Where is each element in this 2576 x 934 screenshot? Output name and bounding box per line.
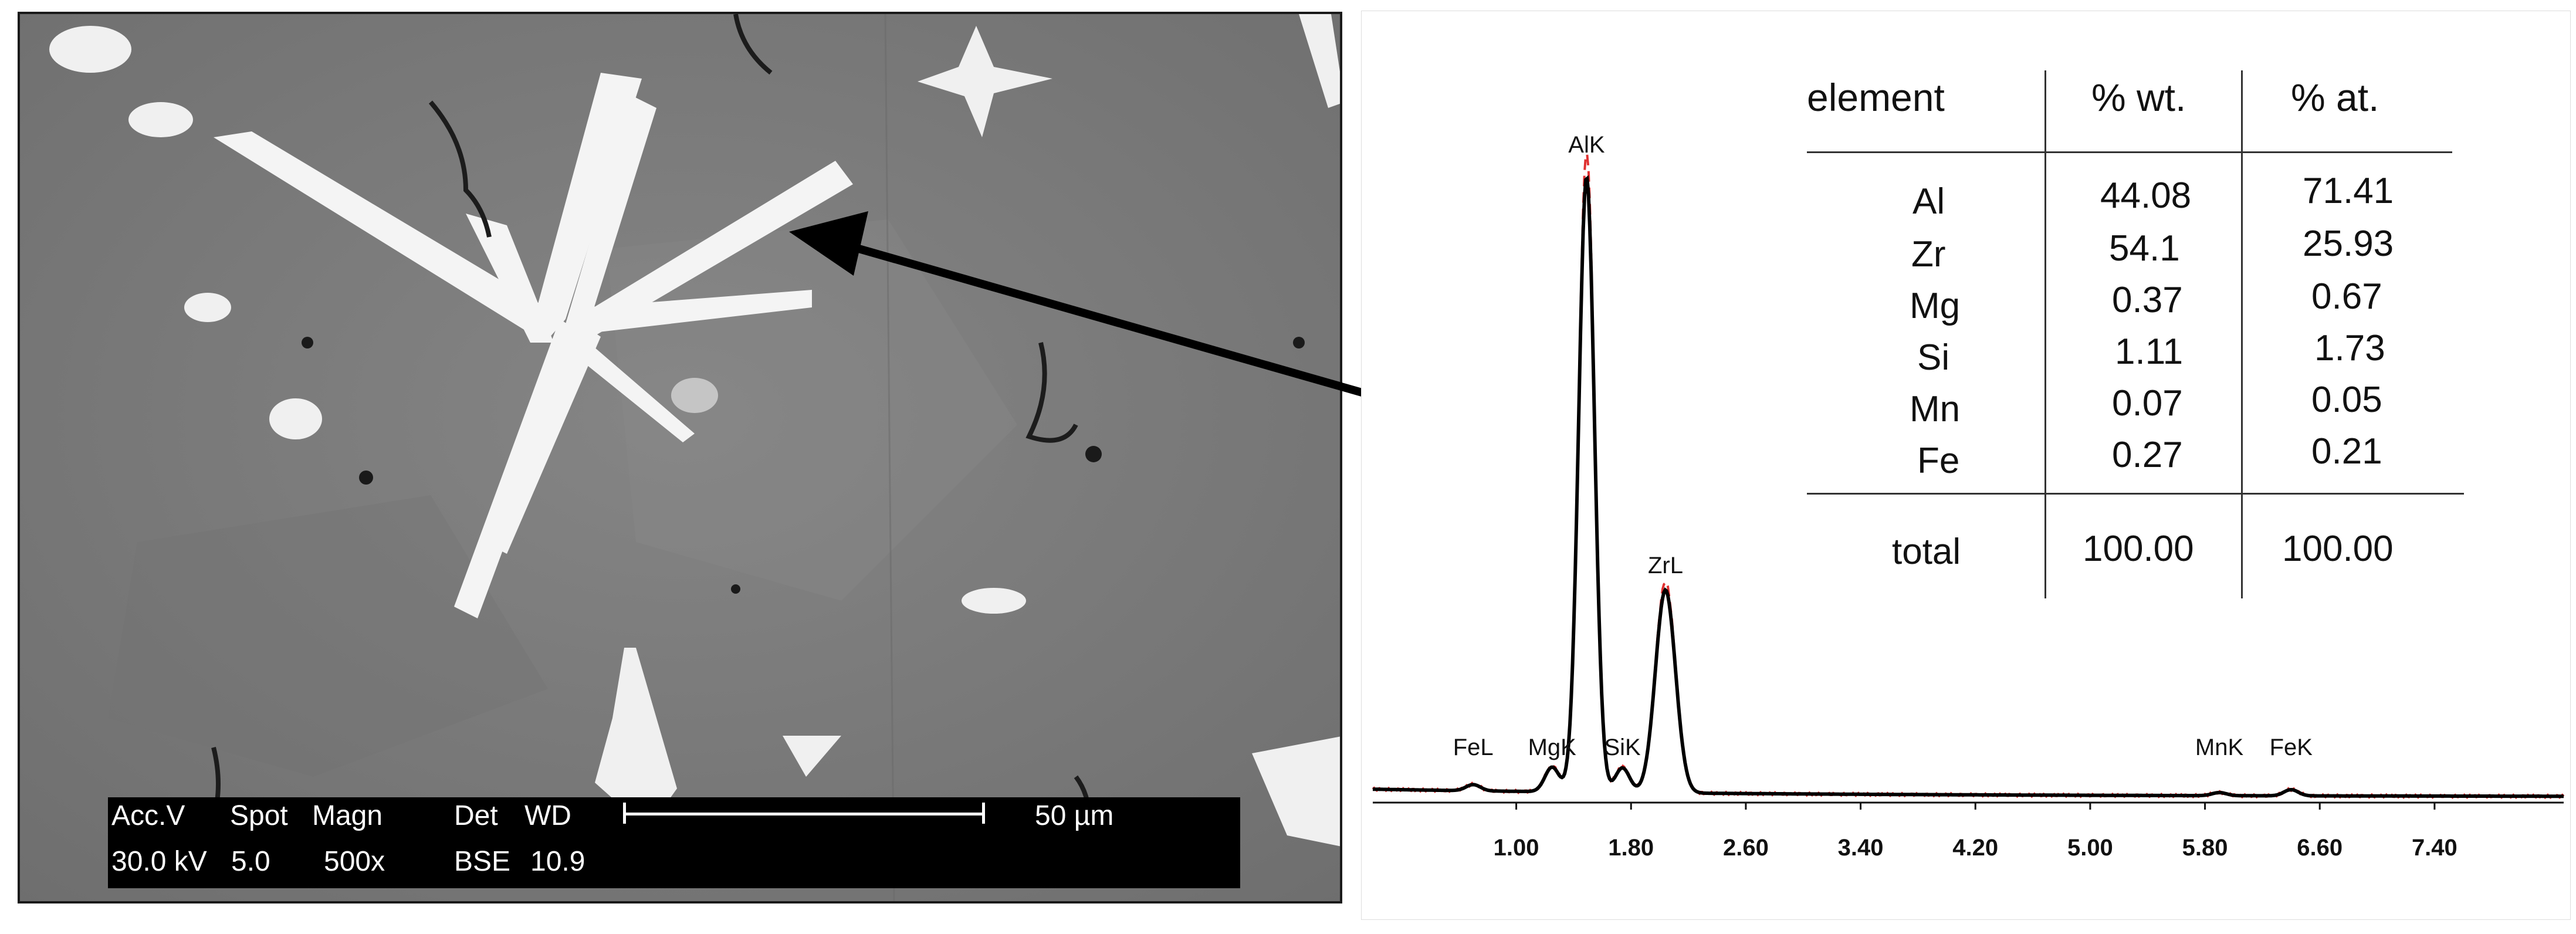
x-tick-label: 4.20 [1952, 835, 1998, 861]
row-wt-al: 44.08 [2100, 175, 2192, 216]
peak-label-alk: AlK [1568, 132, 1605, 158]
acc-v-value: 30.0 kV [111, 846, 207, 877]
det-label: Det [454, 800, 498, 831]
row-element-mn: Mn [1910, 389, 1961, 429]
bright-particles [49, 14, 1340, 847]
peak-label-fek: FeK [2270, 735, 2313, 760]
row-element-si: Si [1917, 337, 1950, 378]
row-element-fe: Fe [1917, 441, 1960, 481]
row-at-zr: 25.93 [2303, 224, 2394, 264]
wd-label: WD [524, 800, 571, 831]
scale-bar-tick-left [623, 803, 626, 824]
measured-spectrum-line [1373, 175, 2564, 798]
row-wt-mg: 0.37 [2112, 280, 2183, 320]
header-divider [1807, 151, 2452, 153]
x-tick-label: 7.40 [2412, 835, 2457, 861]
row-at-si: 1.73 [2314, 328, 2385, 368]
total-divider [1807, 493, 2464, 495]
column-divider-1 [2044, 70, 2046, 598]
wd-value: 10.9 [530, 846, 585, 877]
composition-table: element % wt. % at. Al 44.08 71.41 Zr 54… [1807, 59, 2493, 622]
needle-cluster [214, 73, 853, 618]
x-tick-label: 5.80 [2182, 835, 2228, 861]
peak-label-sik: SiK [1604, 735, 1641, 760]
magn-value: 500x [324, 846, 385, 877]
total-label: total [1892, 532, 1961, 572]
row-wt-si: 1.11 [2115, 331, 2184, 372]
x-tick-label: 1.00 [1494, 835, 1539, 861]
header-at: % at. [2291, 76, 2379, 119]
x-tick-label: 3.40 [1838, 835, 1884, 861]
header-wt: % wt. [2091, 76, 2186, 119]
scale-bar [624, 813, 983, 815]
row-wt-zr: 54.1 [2109, 228, 2180, 269]
x-tick-label: 5.00 [2067, 835, 2113, 861]
peak-label-mgk: MgK [1528, 735, 1577, 760]
total-at: 100.00 [2282, 529, 2394, 569]
total-wt: 100.00 [2083, 529, 2194, 569]
row-wt-mn: 0.07 [2112, 383, 2183, 424]
row-element-zr: Zr [1911, 234, 1946, 275]
row-at-al: 71.41 [2303, 171, 2394, 211]
peak-label-mnk: MnK [2195, 735, 2244, 760]
x-tick-label: 2.60 [1723, 835, 1769, 861]
row-at-mg: 0.67 [2311, 276, 2382, 317]
magn-label: Magn [312, 800, 383, 831]
sem-micrograph: Acc.V Spot Magn Det WD 30.0 kV 5.0 500x … [18, 12, 1342, 903]
scale-bar-label: 50 µm [1035, 800, 1114, 831]
eds-spectrum-chart: 1.00 1.80 2.60 3.40 4.20 5.00 5.80 6.60 7.40 FeL… [1361, 11, 2571, 920]
header-element: element [1807, 76, 1945, 119]
row-wt-fe: 0.27 [2112, 435, 2183, 475]
chart-frame [1361, 11, 2571, 920]
det-value: BSE [454, 846, 511, 877]
micrograph-image [20, 14, 1340, 901]
sem-databar: Acc.V Spot Magn Det WD 30.0 kV 5.0 500x … [108, 797, 1240, 888]
x-ticks: 1.00 1.80 2.60 3.40 4.20 5.00 5.80 6.60 7.40 [1494, 803, 2457, 861]
row-at-fe: 0.21 [2311, 431, 2382, 472]
x-tick-label: 6.60 [2297, 835, 2343, 861]
column-divider-2 [2241, 70, 2243, 598]
spot-value: 5.0 [231, 846, 270, 877]
row-at-mn: 0.05 [2311, 380, 2382, 420]
peak-label-fel: FeL [1453, 735, 1494, 760]
row-element-mg: Mg [1910, 286, 1961, 326]
spot-label: Spot [230, 800, 288, 831]
peak-label-zrl: ZrL [1648, 553, 1683, 578]
acc-v-label: Acc.V [111, 800, 185, 831]
peak-labels: FeL MgK AlK SiK ZrL MnK FeK [1453, 132, 2313, 760]
scale-bar-tick-right [982, 803, 985, 824]
x-tick-label: 1.80 [1608, 835, 1654, 861]
eds-spectrum-panel: 1.00 1.80 2.60 3.40 4.20 5.00 5.80 6.60 7.40 FeL… [1361, 11, 2576, 920]
row-element-al: Al [1912, 181, 1945, 222]
